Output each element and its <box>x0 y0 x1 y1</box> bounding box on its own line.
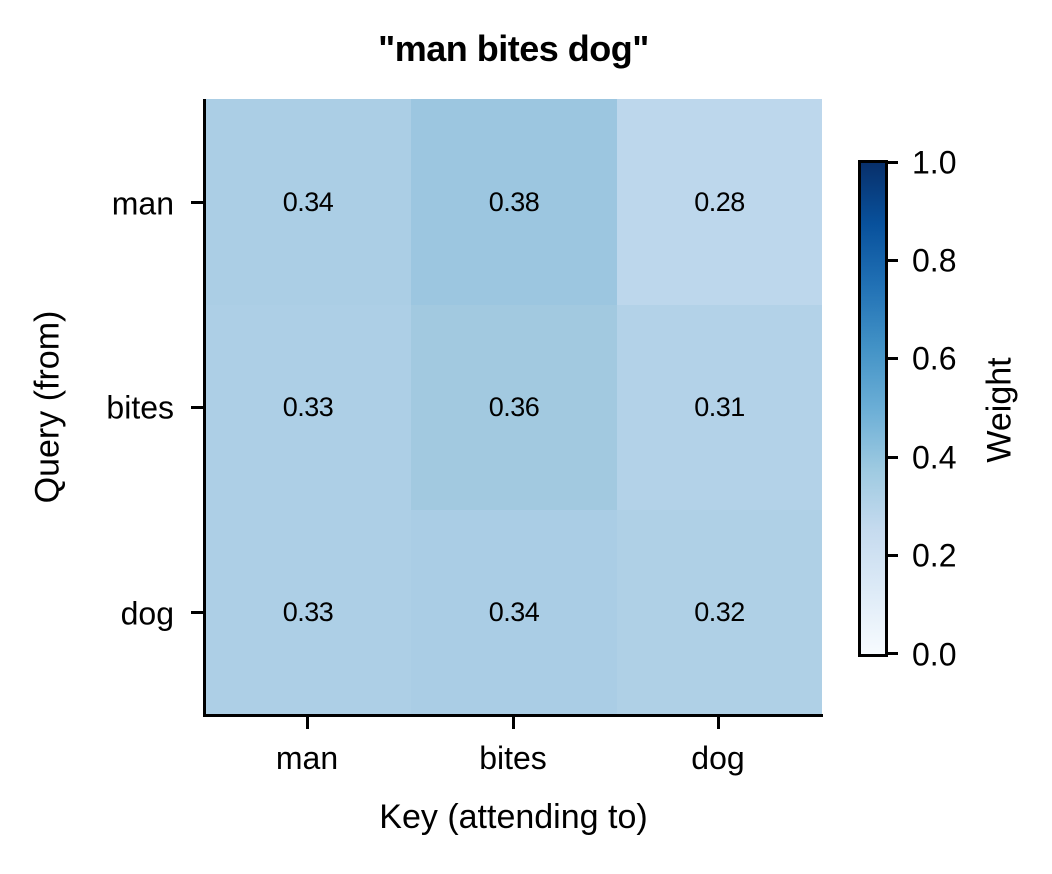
heatmap-cell: 0.32 <box>617 510 822 715</box>
colorbar-tick-label: 0.8 <box>912 242 957 279</box>
cell-value: 0.38 <box>488 186 540 217</box>
y-tick-label: bites <box>106 389 174 426</box>
colorbar-tick-mark <box>885 652 898 655</box>
cell-value: 0.34 <box>488 597 540 627</box>
cell-value: 0.33 <box>282 597 334 627</box>
x-tick-label: dog <box>691 740 745 776</box>
x-tick-label: man <box>275 740 339 776</box>
heatmap-cell: 0.38 <box>411 99 617 305</box>
heatmap-cell: 0.33 <box>205 305 411 510</box>
colorbar-tick-label: 0.4 <box>912 439 957 476</box>
cell-value: 0.34 <box>282 186 334 217</box>
heatmap-cell: 0.34 <box>205 99 411 305</box>
y-tick-label: dog <box>120 595 174 632</box>
heatmap-cell: 0.28 <box>617 99 822 305</box>
colorbar-tick-label: 0.0 <box>912 636 957 673</box>
colorbar-tick-mark <box>885 357 898 360</box>
colorbar-tick-label: 0.6 <box>912 340 957 377</box>
chart-title: "man bites dog" <box>378 28 649 69</box>
heatmap-cell: 0.33 <box>205 510 411 715</box>
heatmap-cell: 0.34 <box>411 510 617 715</box>
x-tick-mark <box>306 716 309 729</box>
cell-value: 0.33 <box>282 392 334 422</box>
colorbar-tick-label: 0.2 <box>912 537 957 574</box>
colorbar-label: Weight <box>980 357 1019 463</box>
y-tick-mark <box>191 201 204 204</box>
colorbar-tick-mark <box>885 554 898 557</box>
heatmap-plot-area: 0.34 0.38 0.28 0.33 0.36 0.31 0.33 0.34 … <box>205 99 822 715</box>
colorbar-tick-mark <box>885 259 898 262</box>
y-tick-mark <box>191 406 204 409</box>
x-tick-mark <box>512 716 515 729</box>
y-tick-mark <box>191 611 204 614</box>
cell-value: 0.36 <box>488 392 540 422</box>
colorbar-tick-label: 1.0 <box>912 144 957 181</box>
x-axis-label: Key (attending to) <box>379 798 648 836</box>
colorbar <box>858 160 888 657</box>
y-axis-spine <box>203 99 206 717</box>
y-axis-label: Query (from) <box>28 310 67 504</box>
cell-value: 0.31 <box>694 392 745 422</box>
y-tick-label: man <box>111 185 174 222</box>
x-axis-spine <box>203 714 823 717</box>
cell-value: 0.28 <box>694 186 745 217</box>
x-tick-label: bites <box>479 740 547 776</box>
cell-value: 0.32 <box>694 597 745 627</box>
colorbar-tick-mark <box>885 456 898 459</box>
x-tick-mark <box>717 716 720 729</box>
heatmap-cell: 0.31 <box>617 305 822 510</box>
heatmap-cell: 0.36 <box>411 305 617 510</box>
colorbar-tick-mark <box>885 161 898 164</box>
